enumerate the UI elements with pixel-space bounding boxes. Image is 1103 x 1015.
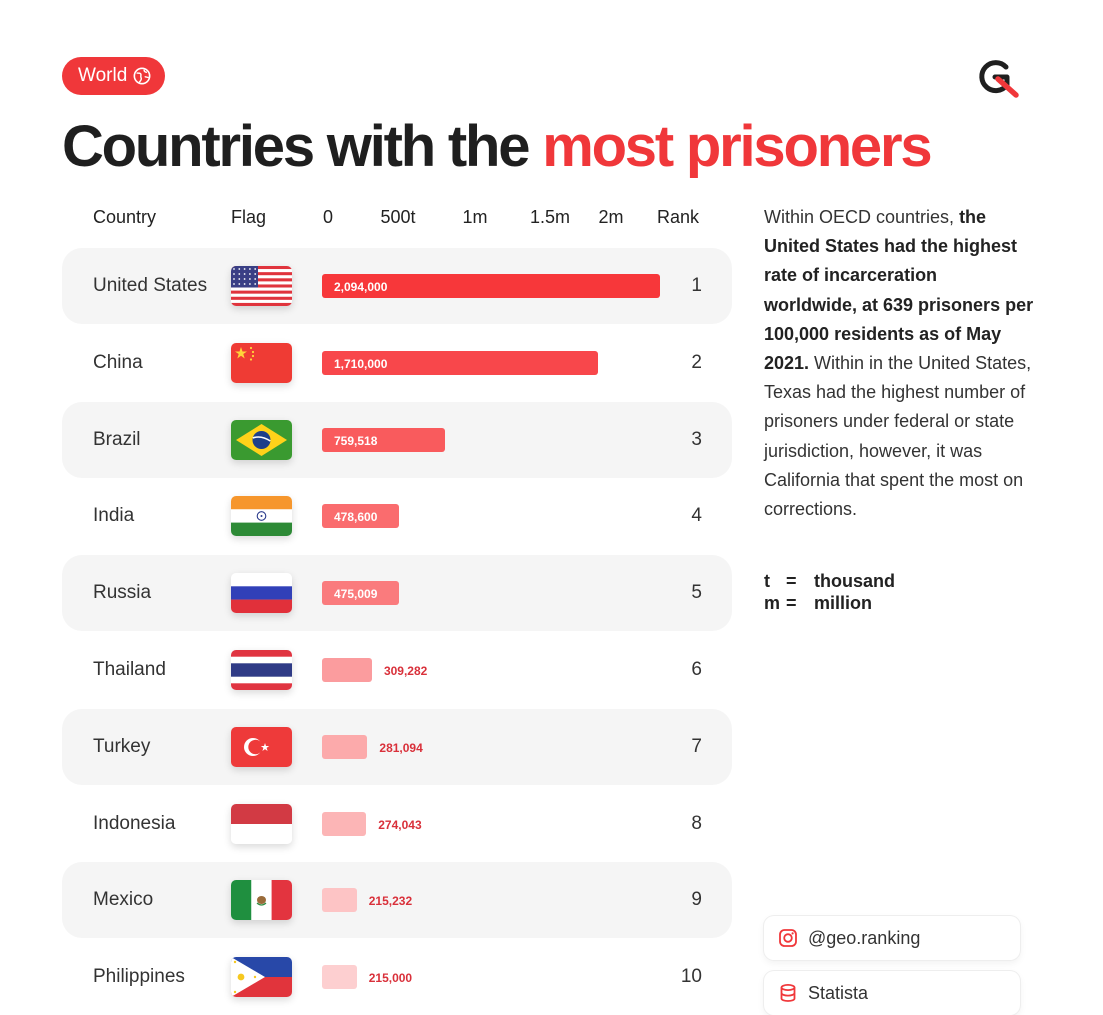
- region-tag-label: World: [78, 65, 128, 86]
- country-name: China: [93, 351, 143, 373]
- legend-item: m = million: [764, 593, 872, 613]
- table-row: India 478,600 4: [62, 478, 732, 554]
- header-country: Country: [93, 207, 157, 227]
- header-flag: Flag: [231, 207, 267, 227]
- flag-image: [231, 419, 292, 460]
- flag-image: [231, 726, 292, 767]
- rank-number: 6: [691, 659, 702, 680]
- source-credit[interactable]: Statista: [764, 971, 1020, 1015]
- rank-number: 8: [691, 812, 702, 834]
- rank-number: 3: [691, 428, 702, 450]
- x-tick-label: 1.5m: [529, 207, 571, 227]
- bar: [322, 350, 599, 375]
- country-name: Thailand: [93, 659, 166, 680]
- flag-image: [231, 266, 292, 306]
- table-row: Mexico 215,232 9: [62, 862, 732, 939]
- table-row: Turkey 281,094 7: [62, 708, 732, 785]
- bar-value-label: 475,009: [334, 587, 378, 602]
- rank-number: 1: [691, 275, 702, 296]
- bar: [322, 811, 367, 836]
- country-name: India: [93, 505, 135, 527]
- flag-image: [231, 957, 292, 998]
- description: Within OECD countries, the United States…: [764, 207, 1034, 520]
- rank-number: 9: [691, 889, 702, 911]
- bar: [322, 888, 357, 913]
- instagram-handle: @geo.ranking: [808, 927, 921, 948]
- source-label: Statista: [808, 982, 869, 1003]
- bar: [322, 427, 445, 452]
- bar-value-label: 215,000: [368, 971, 413, 986]
- country-name: United States: [93, 275, 208, 296]
- flag-image: [231, 803, 292, 844]
- globe-icon: [133, 67, 151, 85]
- country-name: Philippines: [93, 966, 185, 988]
- instagram-credit[interactable]: @geo.ranking: [764, 916, 1020, 960]
- instagram-icon: [779, 929, 797, 947]
- flag-image: [231, 880, 292, 921]
- flag-image: [231, 650, 292, 690]
- flag-image: [231, 342, 292, 383]
- bar-value-label: 281,094: [379, 740, 423, 755]
- bar: [322, 965, 357, 990]
- country-name: Brazil: [93, 428, 141, 450]
- table-row: Brazil 759,518 3: [62, 401, 732, 478]
- rank-number: 5: [691, 582, 702, 604]
- table-row: Thailand 309,282 6: [62, 632, 732, 708]
- table-row: Philippines 215,000 10: [62, 939, 732, 1015]
- flag-image: [231, 573, 292, 614]
- bar: [322, 734, 368, 759]
- country-name: Indonesia: [93, 812, 176, 834]
- database-icon: [780, 984, 796, 1002]
- bar: [322, 581, 399, 606]
- bar: [322, 504, 400, 529]
- x-tick-label: 1m: [462, 207, 488, 227]
- bar: [322, 274, 661, 298]
- bar-value-label: 274,043: [378, 817, 422, 832]
- bar-value-label: 215,232: [368, 894, 413, 909]
- legend-item: t = thousand: [764, 571, 895, 591]
- bar: [322, 658, 372, 682]
- rank-number: 7: [691, 735, 702, 757]
- table-row: Russia 475,009 5: [62, 555, 732, 632]
- rank-number: 4: [691, 505, 702, 527]
- region-tag[interactable]: World: [62, 57, 166, 95]
- page-title: Countries with the most prisoners: [62, 114, 933, 179]
- x-tick-label: 0: [322, 207, 334, 227]
- header-rank: Rank: [657, 207, 700, 227]
- bar-value-label: 478,600: [334, 510, 378, 525]
- flag-image: [231, 496, 292, 537]
- bar-value-label: 2,094,000: [334, 280, 388, 294]
- bar-value-label: 309,282: [383, 664, 428, 678]
- bar-value-label: 759,518: [334, 433, 378, 448]
- country-name: Mexico: [93, 889, 154, 911]
- table-row: China 1,710,000 2: [62, 325, 732, 401]
- country-name: Turkey: [93, 735, 151, 757]
- country-name: Russia: [93, 582, 152, 604]
- rank-number: 10: [680, 966, 702, 988]
- bar-value-label: 1,710,000: [334, 356, 388, 371]
- x-tick-label: 500t: [380, 207, 416, 227]
- unit-legend: t = thousand m = million: [764, 570, 895, 614]
- x-tick-label: 2m: [598, 207, 624, 227]
- rank-number: 2: [691, 351, 702, 373]
- table-row: United States 2,094,000 1: [62, 248, 732, 324]
- brand-logo: [979, 60, 1019, 98]
- table-row: Indonesia 274,043 8: [62, 786, 732, 862]
